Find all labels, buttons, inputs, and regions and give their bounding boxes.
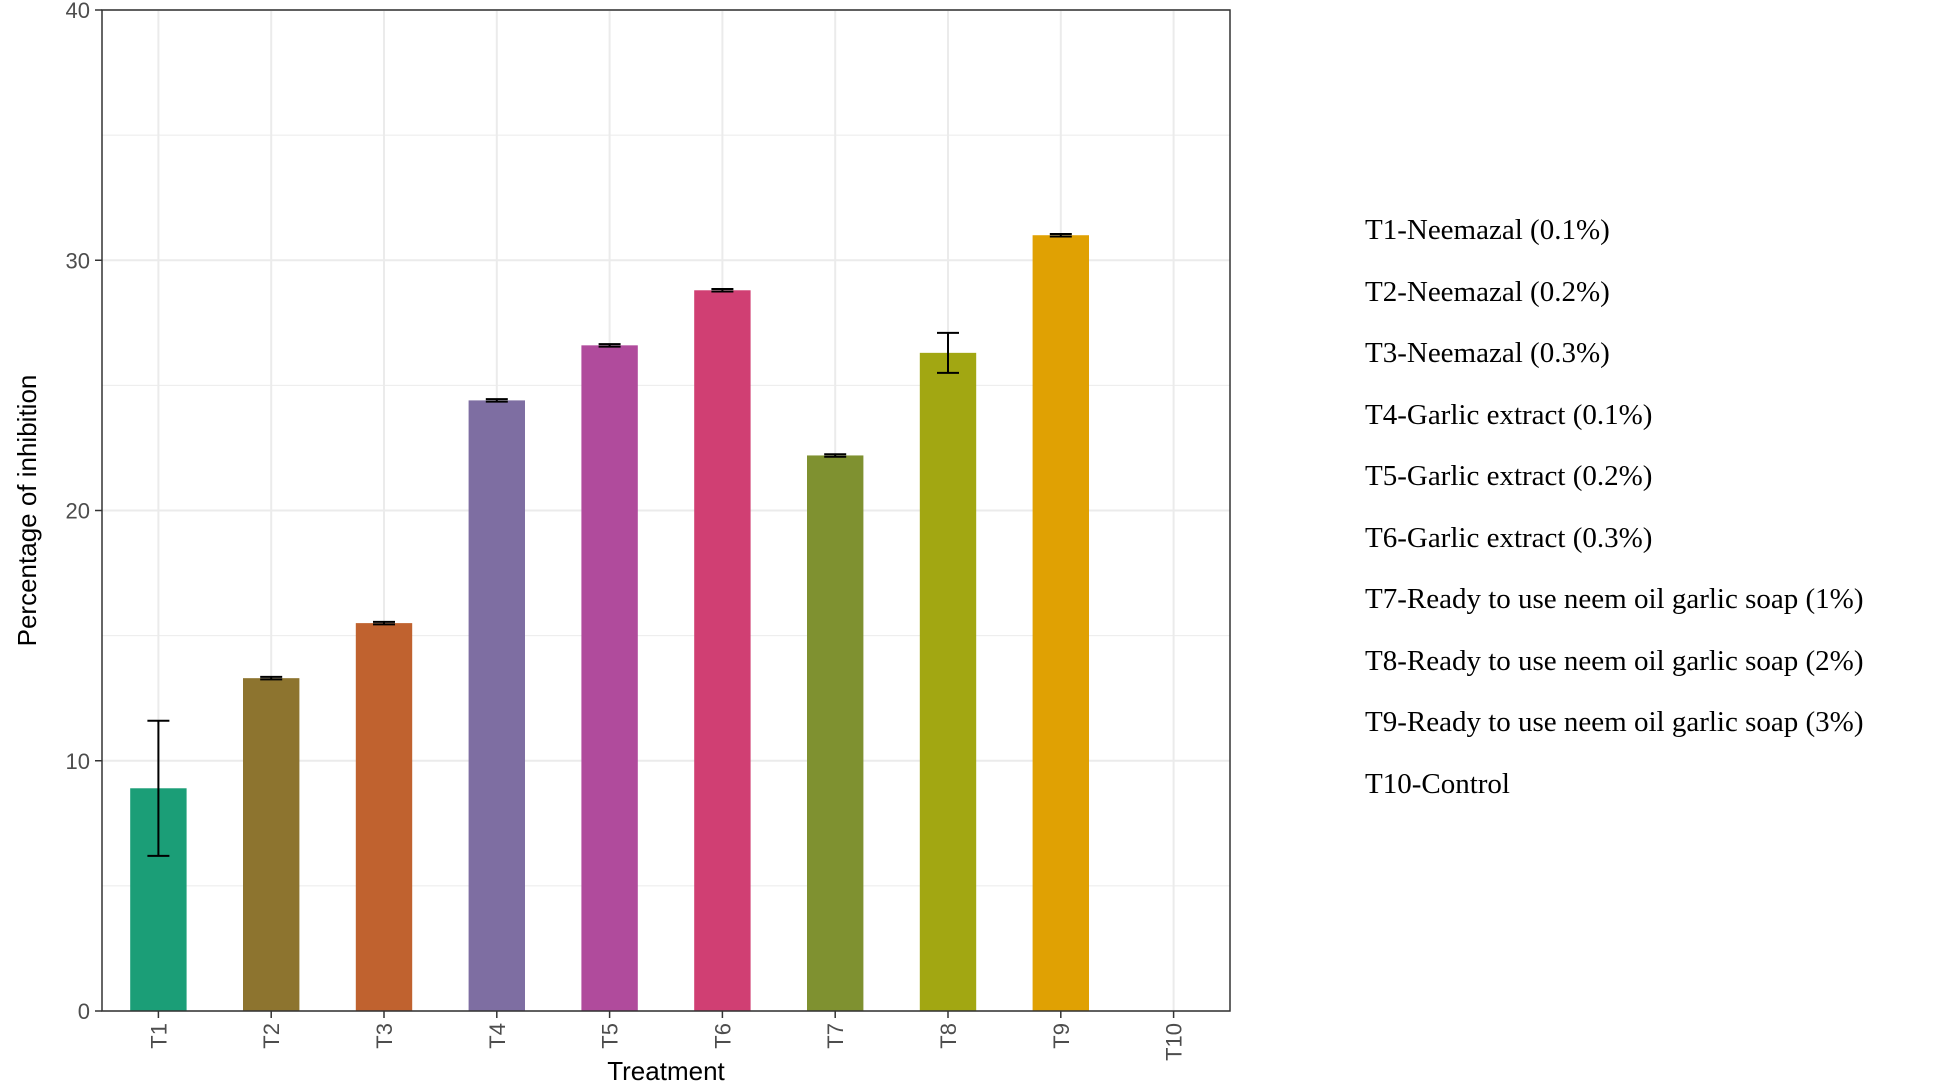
legend-item-t1: T1-Neemazal (0.1%) xyxy=(1365,214,1610,246)
x-tick-label-t7: T7 xyxy=(823,1023,848,1049)
bar-t9 xyxy=(1032,235,1089,1012)
x-tick-label-t8: T8 xyxy=(936,1023,961,1049)
error-bar-t1 xyxy=(147,719,170,857)
x-tick-label-t3: T3 xyxy=(372,1023,397,1049)
error-bar-t8 xyxy=(937,331,959,374)
error-bar-t3 xyxy=(373,620,395,626)
y-axis-title: Percentage of inhibition xyxy=(12,375,42,647)
legend-item-t2: T2-Neemazal (0.2%) xyxy=(1365,275,1610,308)
x-tick-label-t5: T5 xyxy=(598,1023,623,1049)
bar-chart: 0 10 20 30 40 T1 T2 T3 T4 T5 T6 T7 T8 T9 T10 Treatmen… xyxy=(12,0,1231,1086)
x-tick-label-t1: T1 xyxy=(146,1023,171,1049)
bar-t2 xyxy=(243,678,300,1011)
bar-t4 xyxy=(468,400,525,1011)
x-tick-label-t6: T6 xyxy=(710,1023,735,1049)
y-tick-label: 40 xyxy=(66,0,90,23)
error-bars xyxy=(147,232,1072,857)
legend-item-t7: T7-Ready to use neem oil garlic soap (1%… xyxy=(1365,583,1864,615)
y-tick-label: 30 xyxy=(66,248,90,273)
bar-t7 xyxy=(807,455,864,1011)
legend-item-t10: T10-Control xyxy=(1365,767,1510,800)
legend-item-t6: T6-Garlic extract (0.3%) xyxy=(1365,521,1653,554)
error-bar-t9 xyxy=(1049,232,1072,238)
x-tick-label-t4: T4 xyxy=(485,1023,510,1049)
legend-item-t5: T5-Garlic extract (0.2%) xyxy=(1365,460,1653,492)
y-tick-label: 0 xyxy=(78,999,90,1024)
bar-t8 xyxy=(919,352,977,1011)
x-tick-label-t9: T9 xyxy=(1049,1023,1074,1049)
y-axis-ticks: 0 10 20 30 40 xyxy=(66,0,102,1024)
treatment-legend: T1-Neemazal (0.1%) T2-Neemazal (0.2%) T3-N… xyxy=(1365,212,1863,827)
error-bar-t5 xyxy=(598,343,621,348)
bars xyxy=(130,235,1089,1012)
error-bar-t6 xyxy=(711,288,734,293)
x-tick-label-t2: T2 xyxy=(259,1023,284,1049)
bar-t5 xyxy=(581,345,638,1012)
error-bar-t7 xyxy=(824,453,847,458)
x-axis-ticks: T1 T2 T3 T4 T5 T6 T7 T8 T9 T10 xyxy=(146,1011,1187,1061)
x-tick-label-t10: T10 xyxy=(1162,1023,1187,1061)
legend-item-t3: T3-Neemazal (0.3%) xyxy=(1365,337,1610,369)
x-axis-title: Treatment xyxy=(607,1056,725,1086)
error-bar-t4 xyxy=(485,398,508,403)
error-bar-t2 xyxy=(260,675,283,681)
legend-item-t8: T8-Ready to use neem oil garlic soap (2%… xyxy=(1365,644,1864,677)
y-tick-label: 10 xyxy=(66,749,90,774)
bar-t6 xyxy=(694,290,751,1011)
bar-t3 xyxy=(355,623,413,1011)
legend-item-t4: T4-Garlic extract (0.1%) xyxy=(1365,398,1653,431)
legend-item-t9: T9-Ready to use neem oil garlic soap (3%… xyxy=(1365,706,1864,738)
y-tick-label: 20 xyxy=(66,499,90,524)
